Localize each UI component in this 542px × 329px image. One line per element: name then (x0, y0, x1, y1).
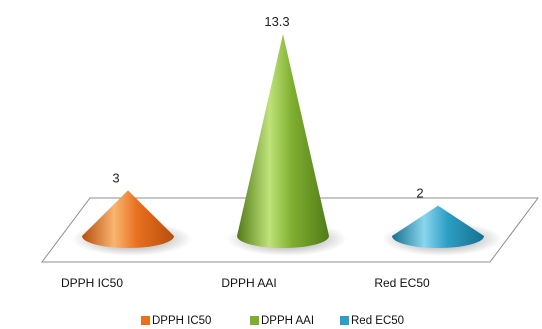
legend-swatch-red-ec50 (340, 316, 349, 325)
cone-dpph-aai (237, 34, 329, 248)
legend-label-dpph-ic50: DPPH IC50 (152, 315, 211, 327)
data-label-red-ec50: 2 (416, 186, 423, 201)
data-label-dpph-ic50: 3 (112, 170, 119, 185)
legend: DPPH IC50 DPPH AAI Red EC50 (141, 315, 404, 327)
legend-item-red-ec50: Red EC50 (340, 315, 404, 327)
legend-swatch-dpph-aai (250, 316, 259, 325)
cone-dpph-ic50 (82, 190, 174, 248)
tick-label-dpph-aai: DPPH AAI (221, 276, 276, 290)
tick-label-red-ec50: Red EC50 (374, 276, 430, 290)
cone-series (72, 34, 502, 256)
cone-red-ec50 (392, 205, 484, 248)
legend-item-dpph-ic50: DPPH IC50 (141, 315, 211, 327)
tick-label-dpph-ic50: DPPH IC50 (61, 276, 123, 290)
legend-label-red-ec50: Red EC50 (351, 315, 404, 327)
legend-label-dpph-aai: DPPH AAI (261, 315, 314, 327)
legend-swatch-dpph-ic50 (141, 316, 150, 325)
legend-item-dpph-aai: DPPH AAI (250, 315, 314, 327)
data-label-dpph-aai: 13.3 (264, 14, 289, 29)
